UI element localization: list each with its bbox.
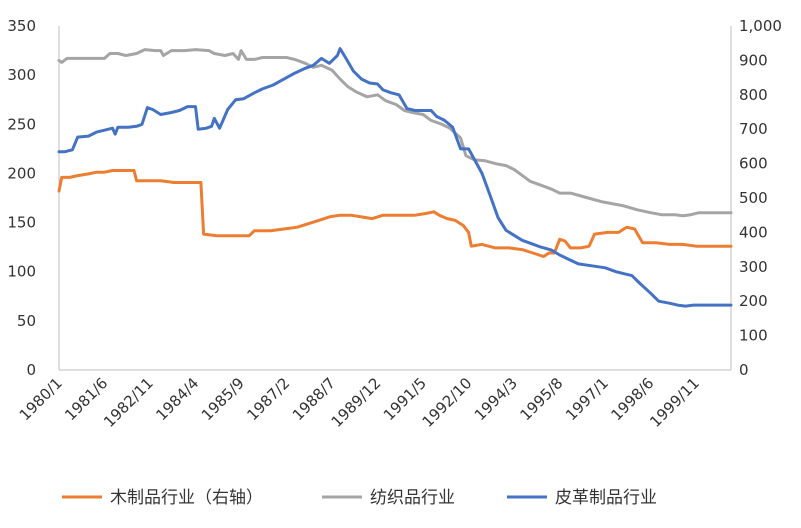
x-axis-tick-label: 1980/1 [16,374,66,424]
right-axis-tick-label: 200 [739,292,768,310]
legend: 木制品行业（右轴） 纺织品行业 皮革制品行业 [62,488,657,508]
x-axis-tick-label: 1992/10 [419,374,476,431]
series-line-1 [57,48,733,218]
left-axis-ticks: 0 50 100 150 200 250 300 350 [7,17,36,379]
left-axis-tick-label: 0 [26,361,36,379]
right-axis-ticks: 0 100 200 300 400 500 600 700 800 900 1,000 [739,17,782,379]
x-axis-tick-label: 1987/2 [243,374,293,424]
x-axis-tick-label: 1984/4 [152,374,202,424]
right-axis-tick-label: 600 [739,155,768,173]
x-axis-tick-label: 1982/11 [100,374,157,431]
x-axis-tick-label: 1997/1 [562,374,612,424]
left-axis-tick-label: 250 [7,115,36,133]
x-axis-tick-label: 1989/12 [328,374,385,431]
x-axis-ticks: 1980/11981/61982/111984/41985/91987/2198… [16,374,703,431]
right-axis-tick-label: 0 [739,361,749,379]
axes [58,26,732,371]
right-axis-tick-label: 800 [739,86,768,104]
legend-label-0: 木制品行业（右轴） [110,488,263,508]
left-axis-tick-label: 100 [7,263,36,281]
series-lines [57,47,733,308]
series-line-0 [57,169,733,258]
right-axis-tick-label: 900 [739,51,768,69]
right-axis-tick-label: 100 [739,327,768,345]
right-axis-tick-label: 700 [739,120,768,138]
legend-label-1: 纺织品行业 [370,488,455,508]
x-axis-tick-label: 1999/11 [646,374,703,431]
right-axis-tick-label: 300 [739,258,768,276]
right-axis-tick-label: 1,000 [739,17,782,35]
right-axis-tick-label: 400 [739,223,768,241]
x-axis-tick-label: 1985/9 [198,374,248,424]
x-axis-tick-label: 1994/3 [471,374,521,424]
series-line-2 [57,47,733,308]
legend-label-2: 皮革制品行业 [555,488,657,508]
left-axis-tick-label: 50 [17,312,36,330]
right-axis-tick-label: 500 [739,189,768,207]
x-axis-tick-label: 1995/8 [516,374,566,424]
left-axis-tick-label: 200 [7,164,36,182]
left-axis-tick-label: 350 [7,17,36,35]
left-axis-tick-label: 150 [7,214,36,232]
left-axis-tick-label: 300 [7,66,36,84]
